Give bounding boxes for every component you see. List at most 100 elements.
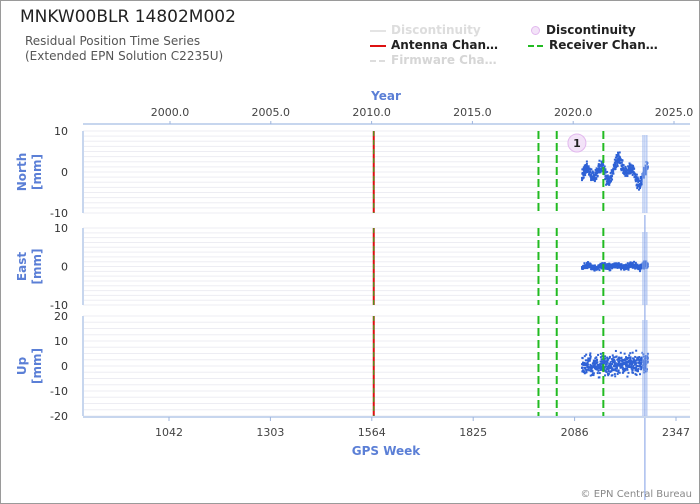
data-point xyxy=(590,369,593,372)
data-point xyxy=(642,173,645,176)
data-point xyxy=(595,167,598,170)
data-point xyxy=(585,353,588,356)
data-point xyxy=(643,170,646,173)
data-point xyxy=(616,364,619,367)
data-point xyxy=(628,366,631,369)
legend-item-antenna-change[interactable]: Antenna Chan… xyxy=(370,38,498,53)
data-point xyxy=(623,362,626,365)
data-point xyxy=(598,376,601,379)
data-point xyxy=(619,364,622,367)
data-point xyxy=(611,175,614,178)
data-point xyxy=(636,364,639,367)
legend-label: Discontinuity xyxy=(546,23,636,37)
data-point xyxy=(613,263,616,266)
data-point xyxy=(590,268,593,271)
data-point xyxy=(587,360,590,363)
data-point xyxy=(639,175,642,178)
data-point xyxy=(615,367,618,370)
top-axis-tick-label: 2020.0 xyxy=(554,106,593,119)
data-point xyxy=(596,169,599,172)
data-point xyxy=(634,363,637,366)
data-point xyxy=(612,356,615,359)
data-point xyxy=(604,357,607,360)
data-point xyxy=(604,363,607,366)
data-point xyxy=(625,365,628,368)
data-point xyxy=(632,166,635,169)
data-point xyxy=(632,263,635,266)
data-point xyxy=(618,371,621,374)
data-point xyxy=(631,351,634,354)
data-point xyxy=(636,176,639,179)
data-point xyxy=(627,169,630,172)
data-point xyxy=(597,353,600,356)
data-point xyxy=(637,356,640,359)
data-point xyxy=(618,160,621,163)
data-point xyxy=(626,368,629,371)
data-point xyxy=(628,264,631,267)
y-tick-label: 0 xyxy=(61,261,68,274)
data-point xyxy=(589,374,592,377)
data-point xyxy=(623,169,626,172)
data-point xyxy=(610,363,613,366)
data-point xyxy=(611,354,614,357)
data-point xyxy=(600,267,603,270)
legend-item-discontinuity-marker[interactable]: Discontinuity xyxy=(528,23,636,38)
data-point xyxy=(581,357,584,360)
y-tick-label: 20 xyxy=(54,310,68,323)
y-tick-label: 0 xyxy=(61,166,68,179)
data-point xyxy=(581,366,584,369)
data-point xyxy=(630,166,633,169)
data-point xyxy=(646,162,649,165)
data-point xyxy=(596,174,599,177)
data-point xyxy=(600,169,603,172)
data-point xyxy=(620,159,623,162)
data-point xyxy=(622,370,625,373)
data-point xyxy=(627,356,630,359)
data-point xyxy=(589,170,592,173)
data-point xyxy=(604,169,607,172)
data-point xyxy=(633,260,636,263)
data-point xyxy=(644,361,647,364)
legend-label: Discontinuity xyxy=(391,23,481,37)
top-axis-tick-label: 2005.0 xyxy=(252,106,291,119)
data-point xyxy=(593,180,596,183)
data-point xyxy=(646,265,649,268)
data-point xyxy=(603,358,606,361)
data-point xyxy=(608,179,611,182)
data-point xyxy=(607,358,610,361)
data-point xyxy=(635,373,638,376)
data-point xyxy=(625,264,628,267)
data-point xyxy=(604,264,607,267)
data-point xyxy=(622,361,625,364)
legend-item-discontinuity-line[interactable]: Discontinuity xyxy=(370,23,481,38)
data-point xyxy=(583,169,586,172)
data-point xyxy=(617,371,620,374)
data-point xyxy=(639,359,642,362)
data-point xyxy=(635,177,638,180)
data-point xyxy=(584,164,587,167)
data-point xyxy=(583,371,586,374)
data-point xyxy=(596,358,599,361)
data-point xyxy=(631,368,634,371)
legend-item-firmware-change[interactable]: Firmware Cha… xyxy=(370,53,497,68)
data-point xyxy=(609,172,612,175)
data-point xyxy=(595,356,598,359)
data-point xyxy=(646,352,649,355)
legend-line-swatch xyxy=(370,29,386,32)
data-point xyxy=(625,167,628,170)
legend-item-receiver-change[interactable]: Receiver Chan… xyxy=(528,38,658,53)
data-point xyxy=(595,173,598,176)
data-point xyxy=(608,366,611,369)
data-point xyxy=(584,170,587,173)
data-point xyxy=(597,164,600,167)
data-point xyxy=(597,171,600,174)
data-point xyxy=(621,264,624,267)
data-point xyxy=(600,368,603,371)
data-point xyxy=(621,366,624,369)
data-point xyxy=(610,365,613,368)
data-point xyxy=(589,363,592,366)
data-point xyxy=(638,183,641,186)
data-point xyxy=(593,178,596,181)
data-point xyxy=(599,364,602,367)
data-point xyxy=(582,361,585,364)
